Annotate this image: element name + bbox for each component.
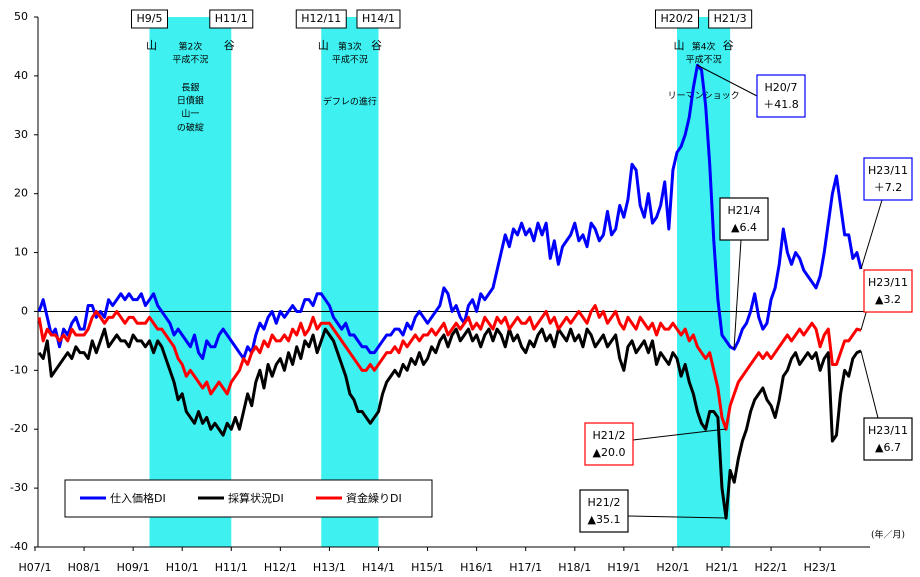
x-tick-label: H11/1	[215, 561, 248, 574]
recession-event: の破綻	[177, 122, 204, 134]
annotation-box	[863, 269, 913, 313]
x-tick-label: H19/1	[607, 561, 640, 574]
recession-band	[321, 17, 379, 547]
recession-note: 第4次	[692, 41, 716, 53]
x-tick-label: H10/1	[166, 561, 199, 574]
annotation-date: H21/4	[728, 204, 761, 217]
leader-line	[733, 239, 742, 350]
annotation-value: ▲6.7	[875, 441, 901, 454]
y-tick-label: 10	[14, 246, 28, 259]
legend-label: 採算状況DI	[228, 491, 284, 505]
annotation-date: H20/7	[765, 81, 798, 94]
peak-mark: 山	[146, 39, 157, 52]
annotation-value: ▲3.2	[875, 293, 901, 306]
x-tick-label: H23/1	[804, 561, 837, 574]
x-tick-label: H20/1	[656, 561, 689, 574]
legend-label: 資金繰りDI	[346, 491, 402, 505]
series-line	[37, 327, 862, 520]
series-line	[37, 63, 863, 361]
annotation-box	[756, 74, 806, 118]
x-tick-label: H22/1	[755, 561, 788, 574]
annotation-box	[863, 157, 913, 201]
period-label: H9/5	[137, 12, 163, 25]
y-tick-label: 30	[14, 128, 28, 141]
annotation-value: ▲35.1	[588, 513, 621, 526]
legend-box	[64, 479, 433, 518]
period-box	[295, 9, 347, 29]
trough-mark: 谷	[371, 39, 382, 52]
y-tick-label: -20	[10, 422, 28, 435]
recession-note: 第2次	[179, 41, 203, 53]
legend-label: 仕入価格DI	[110, 491, 166, 505]
x-tick-label: H07/1	[19, 561, 52, 574]
y-tick-label: 40	[14, 69, 28, 82]
x-tick-label: H08/1	[68, 561, 101, 574]
leader-line	[632, 428, 727, 441]
annotation-box	[584, 422, 634, 466]
period-box	[131, 9, 168, 29]
annotation-box	[863, 417, 913, 461]
y-tick-label: -10	[10, 363, 28, 376]
period-label: H14/1	[362, 12, 395, 25]
x-tick-label: H09/1	[117, 561, 150, 574]
annotation-date: H23/11	[868, 164, 908, 177]
peak-mark: 山	[318, 39, 329, 52]
x-tick-label: H15/1	[411, 561, 444, 574]
peak-mark: 山	[673, 39, 684, 52]
annotation-box	[579, 489, 629, 533]
x-tick-label: H17/1	[509, 561, 542, 574]
period-box	[655, 9, 699, 29]
recession-event: デフレの進行	[323, 96, 377, 108]
x-unit: (年／月)	[871, 529, 905, 541]
recession-event: 山一	[181, 109, 199, 120]
y-tick-label: 0	[21, 304, 28, 317]
trough-mark: 谷	[224, 39, 235, 52]
y-tick-label: -30	[10, 481, 28, 494]
period-label: H12/11	[301, 12, 341, 25]
recession-note: 第3次	[338, 41, 362, 53]
recession-note: 平成不況	[172, 54, 208, 66]
recession-note: 平成不況	[686, 54, 722, 66]
x-tick-label: H21/1	[705, 561, 738, 574]
annotation-value: ＋41.8	[763, 98, 799, 111]
x-tick-label: H12/1	[264, 561, 297, 574]
x-tick-label: H16/1	[460, 561, 493, 574]
y-tick-label: 20	[14, 187, 28, 200]
recession-note: 平成不況	[332, 54, 368, 66]
series-line	[37, 304, 862, 431]
period-label: H20/2	[661, 12, 694, 25]
recession-event: 日債銀	[177, 95, 204, 107]
period-box	[708, 9, 753, 29]
recession-band	[149, 17, 232, 547]
annotation-value: ▲20.0	[593, 446, 626, 459]
period-label: H21/3	[714, 12, 747, 25]
annotation-date: H23/11	[868, 276, 908, 289]
annotation-date: H21/2	[588, 496, 621, 509]
annotation-value: ▲6.4	[731, 221, 757, 234]
annotation-date: H21/2	[593, 429, 626, 442]
annotation-box	[719, 197, 769, 241]
annotation-date: H23/11	[868, 424, 908, 437]
leader-line	[860, 199, 883, 270]
trough-mark: 谷	[723, 39, 734, 52]
x-tick-label: H14/1	[362, 561, 395, 574]
period-label: H11/1	[215, 12, 248, 25]
y-tick-label: 50	[14, 10, 28, 23]
leader-line	[860, 350, 879, 419]
recession-event: 長銀	[181, 82, 199, 94]
period-box	[209, 9, 254, 29]
x-tick-label: H18/1	[558, 561, 591, 574]
leader-line	[696, 64, 758, 97]
y-tick-label: -40	[10, 540, 28, 553]
period-box	[356, 9, 401, 29]
leader-line	[627, 515, 727, 519]
x-tick-label: H13/1	[313, 561, 346, 574]
annotation-value: ＋7.2	[874, 181, 903, 194]
